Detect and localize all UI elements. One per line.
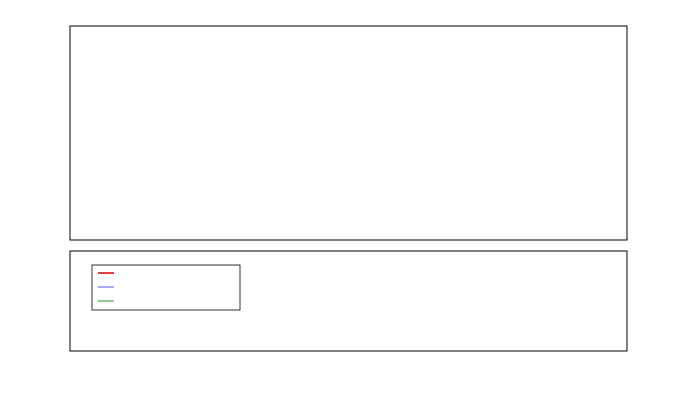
legend-box xyxy=(91,264,241,311)
top-panel xyxy=(69,25,628,241)
bottom-panel xyxy=(69,250,628,352)
legend xyxy=(91,264,241,311)
top-plot-frame xyxy=(69,25,628,241)
bottom-plot-frame xyxy=(69,250,628,352)
